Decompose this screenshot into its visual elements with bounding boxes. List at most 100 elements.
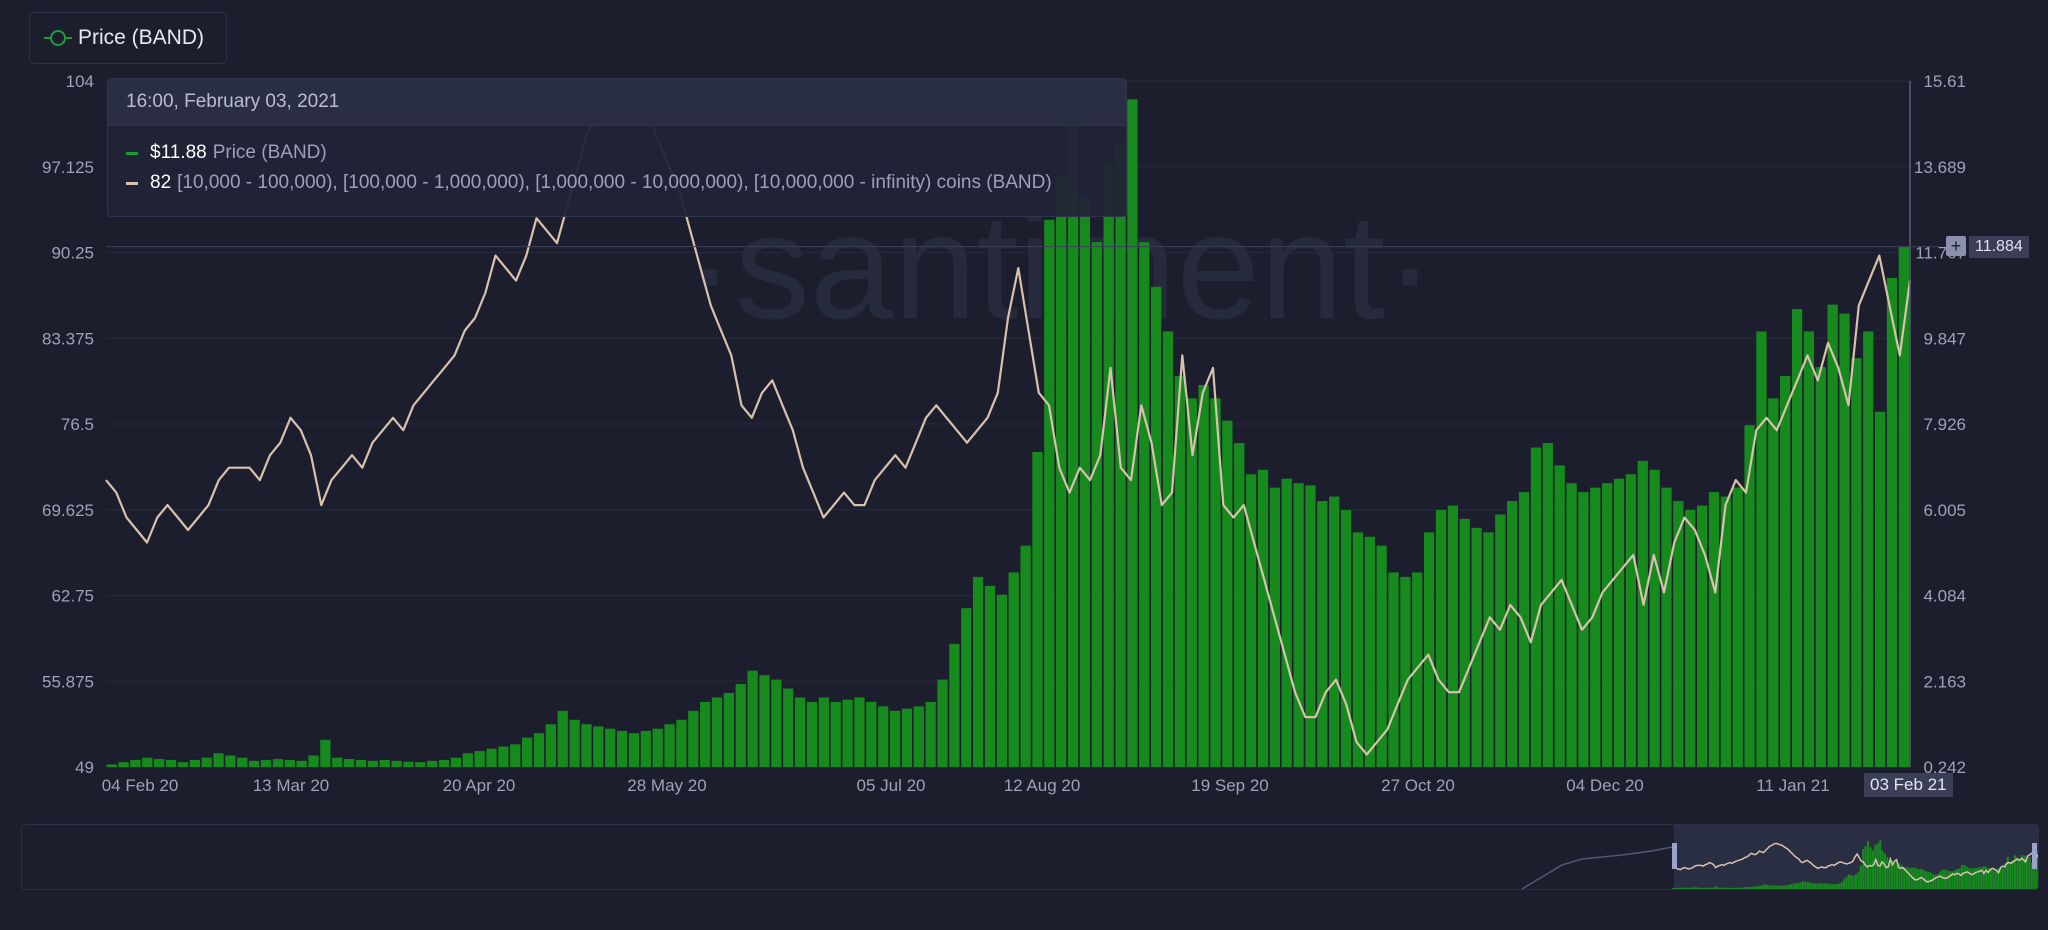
- price-bar: [189, 759, 200, 767]
- price-bar: [367, 760, 378, 767]
- navigator-bar: [1891, 861, 1894, 889]
- price-bar: [1162, 331, 1174, 767]
- navigator-bar: [1794, 883, 1797, 889]
- price-bar: [1423, 532, 1435, 767]
- price-bar: [1352, 532, 1364, 767]
- price-bar: [1839, 313, 1850, 767]
- price-bar: [937, 679, 948, 767]
- navigator-bar: [1775, 885, 1778, 889]
- legend-price-band[interactable]: Price (BAND): [29, 12, 228, 64]
- navigator-bar: [1763, 884, 1766, 889]
- price-bar: [866, 701, 877, 767]
- price-bar: [1079, 197, 1091, 767]
- crosshair-date-label: 03 Feb 21: [1864, 773, 1953, 797]
- tooltip-price-label: Price (BAND): [212, 142, 327, 163]
- price-bar: [1518, 492, 1530, 767]
- price-bar: [593, 726, 604, 767]
- price-bar: [771, 679, 782, 767]
- navigator-bar: [1823, 883, 1826, 889]
- price-bar: [1744, 425, 1755, 767]
- price-bar: [403, 761, 414, 767]
- price-bar: [1329, 496, 1340, 767]
- navigator-bar: [2009, 861, 2012, 889]
- navigator-bar: [1975, 867, 1978, 889]
- navigator-bar: [1773, 885, 1776, 889]
- price-bar: [652, 728, 663, 767]
- x-tick-label: 12 Aug 20: [1004, 776, 1081, 795]
- navigator-bar: [1948, 871, 1952, 889]
- price-bar: [1020, 545, 1031, 767]
- price-bar: [1245, 474, 1257, 767]
- x-tick-label: 11 Jan 21: [1756, 776, 1829, 795]
- y-left-tick-label: 97.125: [42, 158, 94, 177]
- price-bar: [1435, 509, 1447, 767]
- tooltip-holders-value: 82: [150, 172, 172, 193]
- navigator-bar: [1994, 869, 1997, 889]
- navigator-bar: [1787, 884, 1790, 889]
- price-bar: [462, 753, 473, 767]
- navigator-bar: [1888, 860, 1891, 889]
- navigator-bar: [1684, 887, 1687, 889]
- navigator-bar: [1989, 869, 1992, 889]
- navigator-bar: [1705, 887, 1708, 889]
- x-tick-label: 20 Apr 20: [443, 776, 516, 795]
- navigator-bar: [1724, 887, 1728, 889]
- price-bar: [688, 710, 699, 767]
- navigator-bar: [1816, 883, 1819, 889]
- price-bar: [1103, 161, 1114, 767]
- price-bar: [1174, 376, 1186, 767]
- price-bar: [1756, 331, 1767, 767]
- x-tick-label: 04 Dec 20: [1566, 776, 1644, 795]
- navigator-bar: [1734, 887, 1737, 889]
- navigator-bar: [1761, 885, 1764, 889]
- price-bar: [972, 576, 984, 767]
- navigator-bar: [1985, 866, 1988, 889]
- navigator-handle-left: [1672, 843, 1677, 869]
- price-bar: [794, 697, 806, 767]
- price-bar: [1827, 304, 1838, 767]
- range-navigator[interactable]: [21, 824, 2039, 890]
- price-bar: [1091, 242, 1102, 768]
- navigator-bar: [1753, 886, 1756, 889]
- navigator-bar: [1987, 868, 1990, 889]
- navigator-bar: [1802, 881, 1805, 889]
- navigator-bar: [1821, 883, 1824, 889]
- navigator-bar: [2018, 859, 2021, 889]
- navigator-bar: [1932, 874, 1935, 889]
- navigator-bar: [1720, 887, 1723, 889]
- circle-line-icon: [44, 30, 72, 46]
- price-bar: [1293, 483, 1304, 767]
- navigator-bar: [1953, 870, 1956, 889]
- navigator-bar: [2016, 856, 2019, 889]
- navigator-minichart[interactable]: [22, 825, 2038, 889]
- price-bar: [249, 760, 260, 767]
- navigator-bar: [1698, 887, 1701, 889]
- price-bar: [711, 697, 723, 767]
- price-bar: [1673, 501, 1684, 767]
- y-left-tick-label: 69.625: [42, 501, 94, 520]
- navigator-bar: [1818, 883, 1821, 889]
- navigator-bar: [1672, 888, 1675, 889]
- x-tick-label: 28 May 20: [627, 776, 706, 795]
- price-bar: [474, 751, 485, 767]
- navigator-bar: [1768, 885, 1771, 889]
- price-bar: [1388, 572, 1399, 767]
- beige-swatch-icon: [126, 181, 138, 185]
- price-bar: [177, 762, 189, 767]
- navigator-bar: [1893, 860, 1896, 889]
- price-bar: [1720, 496, 1731, 767]
- navigator-bar: [1867, 840, 1870, 889]
- navigator-bar: [1700, 887, 1704, 889]
- navigator-bar: [1859, 865, 1862, 889]
- navigator-bar: [1693, 887, 1696, 889]
- price-bar: [1186, 398, 1197, 767]
- holders-line: [105, 79, 1912, 756]
- price-bar: [1696, 505, 1708, 767]
- plus-icon[interactable]: +: [1946, 236, 1966, 256]
- x-tick-label: 05 Jul 20: [857, 776, 926, 795]
- navigator-bar: [1676, 887, 1679, 889]
- navigator-bar: [1840, 881, 1843, 889]
- y-right-tick-label: 0.242: [1923, 758, 1966, 777]
- tooltip-price-value: $11.88: [150, 142, 207, 163]
- price-bar: [1732, 487, 1743, 767]
